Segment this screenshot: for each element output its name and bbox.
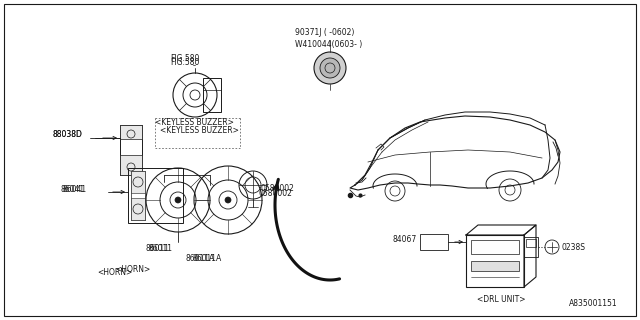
Bar xyxy=(526,239,536,247)
Bar xyxy=(128,168,183,223)
Text: 86011A: 86011A xyxy=(192,254,221,263)
Bar xyxy=(120,155,142,175)
Text: 90371J ( -0602): 90371J ( -0602) xyxy=(295,28,355,37)
Text: 86011: 86011 xyxy=(148,244,172,253)
Text: FIG.580: FIG.580 xyxy=(170,53,200,62)
Text: <HORN>: <HORN> xyxy=(115,265,150,274)
Text: 88038D: 88038D xyxy=(52,130,82,139)
Text: 86011A: 86011A xyxy=(185,254,214,263)
Bar xyxy=(524,237,538,257)
Bar xyxy=(471,240,519,254)
Circle shape xyxy=(175,197,181,203)
Text: 0580002: 0580002 xyxy=(258,188,292,197)
Text: 86011: 86011 xyxy=(145,244,169,253)
Bar xyxy=(120,125,142,175)
Text: 86041: 86041 xyxy=(60,185,84,194)
Text: A835001151: A835001151 xyxy=(570,299,618,308)
Text: 84067: 84067 xyxy=(392,235,416,244)
Text: <HORN>: <HORN> xyxy=(97,268,132,277)
Circle shape xyxy=(314,52,346,84)
Text: <KEYLESS BUZZER>: <KEYLESS BUZZER> xyxy=(160,126,239,135)
Text: W410044(0603- ): W410044(0603- ) xyxy=(295,40,362,49)
Circle shape xyxy=(320,58,340,78)
Circle shape xyxy=(225,197,231,203)
Text: <DRL UNIT>: <DRL UNIT> xyxy=(477,295,525,304)
Bar xyxy=(131,171,145,193)
Bar xyxy=(203,78,221,112)
Text: 86041: 86041 xyxy=(62,185,86,194)
Bar xyxy=(131,198,145,220)
Text: FIG.580: FIG.580 xyxy=(170,58,200,67)
Bar xyxy=(131,171,145,220)
Bar xyxy=(471,261,519,271)
Bar xyxy=(420,234,448,250)
Text: <KEYLESS BUZZER>: <KEYLESS BUZZER> xyxy=(155,118,234,127)
Bar xyxy=(120,125,142,139)
Bar xyxy=(466,235,524,287)
Text: 88038D: 88038D xyxy=(52,130,82,139)
Text: 0580002: 0580002 xyxy=(260,183,294,193)
Text: 0238S: 0238S xyxy=(562,243,586,252)
